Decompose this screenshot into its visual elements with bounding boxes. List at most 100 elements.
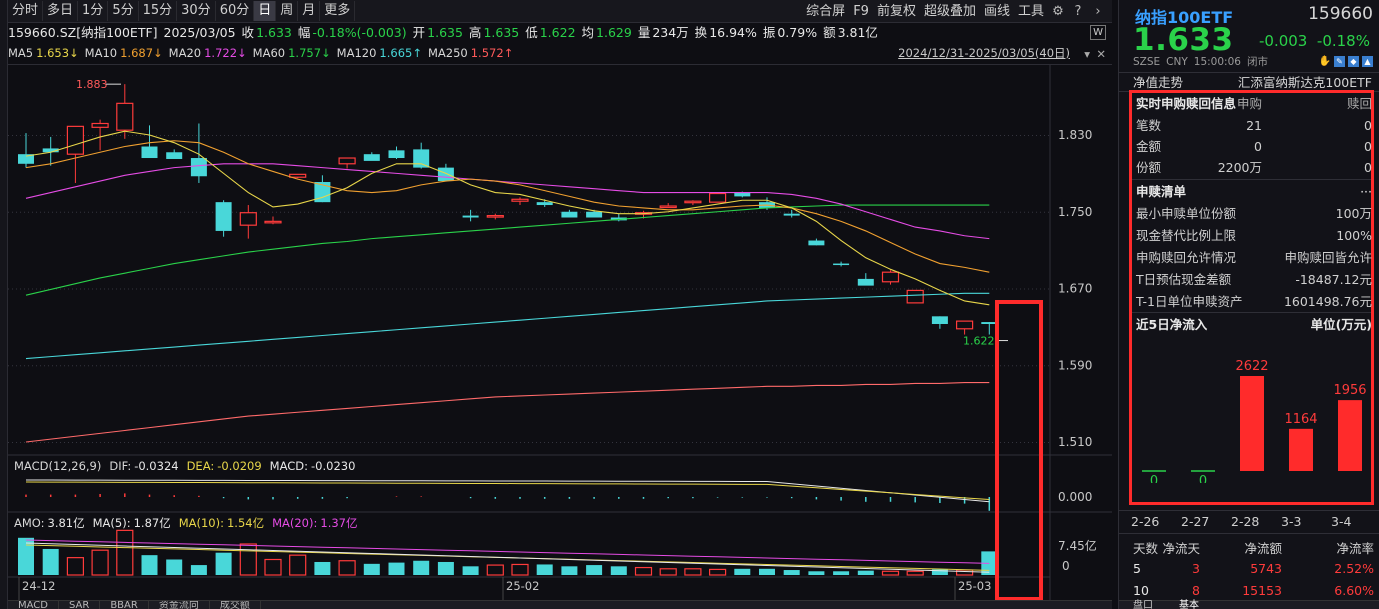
grid-dot [120,211,121,213]
period-button-3[interactable]: 5分 [108,1,139,21]
grid-dot [272,442,273,443]
ma60-line [25,204,990,296]
indicator-tab-1[interactable]: SAR [59,601,101,609]
period-button-8[interactable]: 周 [276,1,299,21]
grid-dot [648,288,649,290]
grid-dot [364,442,365,443]
alert-icon[interactable]: ▲ [1362,56,1373,67]
grid-dot [496,135,497,136]
grid-dot [584,135,585,136]
fund-code: 159660 [1308,4,1373,24]
nav-trend-row[interactable]: 净值走势 汇添富纳斯达克100ETF [1119,72,1379,92]
list-more-icon[interactable]: ··· [1360,184,1372,199]
grid-dot [520,365,521,367]
grid-dot [792,442,793,443]
grid-dot [556,135,557,136]
period-button-4[interactable]: 15分 [139,1,178,21]
toolbar-button-1[interactable]: F9 [853,3,869,19]
flow-value-label: 1956 [1333,383,1366,398]
flow-date: 3-3 [1281,514,1302,529]
hand-icon[interactable]: ✋ [1318,56,1331,67]
grid-dot [56,211,57,213]
help-icon[interactable]: ? [1074,3,1082,19]
grid-dot [348,288,349,290]
grid-dot [300,288,301,290]
grid-dot [612,135,613,136]
toolbar-button-4[interactable]: 画线 [983,3,1010,19]
collapse-chevron-icon[interactable]: › [1095,3,1101,19]
grid-dot [632,442,633,443]
grid-dot [188,442,189,443]
grid-dot [264,442,265,443]
grid-dot [808,365,809,367]
grid-dot [504,442,505,443]
grid-dot [540,442,541,443]
period-button-6[interactable]: 60分 [216,1,255,21]
grid-dot [308,365,309,367]
tab-basic[interactable]: 基本 [1179,600,1199,609]
indicator-tab-3[interactable]: 资金流向 [149,601,210,609]
kline-chart[interactable]: 1.8301.7501.6701.5901.5101.8831.622MACD(… [8,65,1112,600]
grid-dot [48,211,49,213]
grid-dot [916,442,917,443]
grid-dot [224,135,225,136]
edit-icon[interactable]: ✎ [1334,56,1345,67]
grid-dot [548,288,549,290]
grid-dot [36,288,37,290]
grid-dot [320,365,321,367]
indicator-tab-0[interactable]: MACD [8,601,59,609]
grid-dot [872,442,873,443]
period-button-7[interactable]: 日 [254,1,277,21]
grid-dot [628,442,629,443]
amo-ma20-line [25,539,990,564]
settings-gear-icon[interactable]: ⚙ [1052,3,1064,19]
grid-dot [560,442,561,443]
grid-dot [64,442,65,443]
grid-dot [32,288,33,290]
list-value: 1601498.76元 [1283,294,1372,309]
toolbar-button-0[interactable]: 综合屏 [806,3,846,19]
period-button-9[interactable]: 月 [298,1,321,21]
grid-dot [780,365,781,367]
period-button-5[interactable]: 30分 [177,1,216,21]
amo-bar [634,566,653,576]
grid-dot [884,211,885,213]
grid-dot [692,288,693,290]
nav-trend-label[interactable]: 净值走势 [1133,75,1184,90]
bell-icon[interactable]: ◆ [1348,56,1359,67]
grid-dot [312,135,313,136]
stat-col-amount: 净流额 [1244,541,1282,556]
toolbar-right: 综合屏 F9 前复权 超级叠加 画线 工具 ⚙ ? › [802,0,1108,23]
toolbar-button-5[interactable]: 工具 [1017,3,1044,19]
grid-dot [484,288,485,290]
date-range-label[interactable]: 2024/12/31-2025/03/05(40日) [898,46,1070,60]
grid-dot [1028,365,1029,367]
range-dropdown-icon[interactable]: ▾ [1084,47,1090,61]
grid-dot [344,288,345,290]
grid-dot [476,442,477,443]
grid-dot [964,288,965,290]
range-close-icon[interactable]: ✕ [1096,47,1106,61]
grid-dot [64,211,65,213]
grid-dot [748,135,749,136]
grid-dot [552,135,553,136]
grid-dot [552,365,553,367]
grid-dot [804,442,805,443]
toolbar-button-2[interactable]: 前复权 [876,3,916,19]
period-button-1[interactable]: 多日 [43,1,79,21]
grid-dot [556,288,557,290]
wechat-icon[interactable]: W [1090,25,1106,40]
grid-dot [256,442,257,443]
period-button-10[interactable]: 更多 [320,1,356,21]
grid-dot [844,288,845,290]
stats-header: 天数 净流天 净流额 净流率 [1119,533,1379,556]
candle-body [289,173,307,178]
grid-dot [92,442,93,443]
tab-orderbook[interactable]: 盘口 [1133,600,1153,609]
indicator-tab-2[interactable]: BBAR [100,601,149,609]
period-button-0[interactable]: 分时 [8,1,44,21]
indicator-tab-4[interactable]: 成交额 [210,601,261,609]
grid-dot [988,211,989,213]
period-button-2[interactable]: 1分 [78,1,109,21]
toolbar-button-3[interactable]: 超级叠加 [923,3,976,19]
